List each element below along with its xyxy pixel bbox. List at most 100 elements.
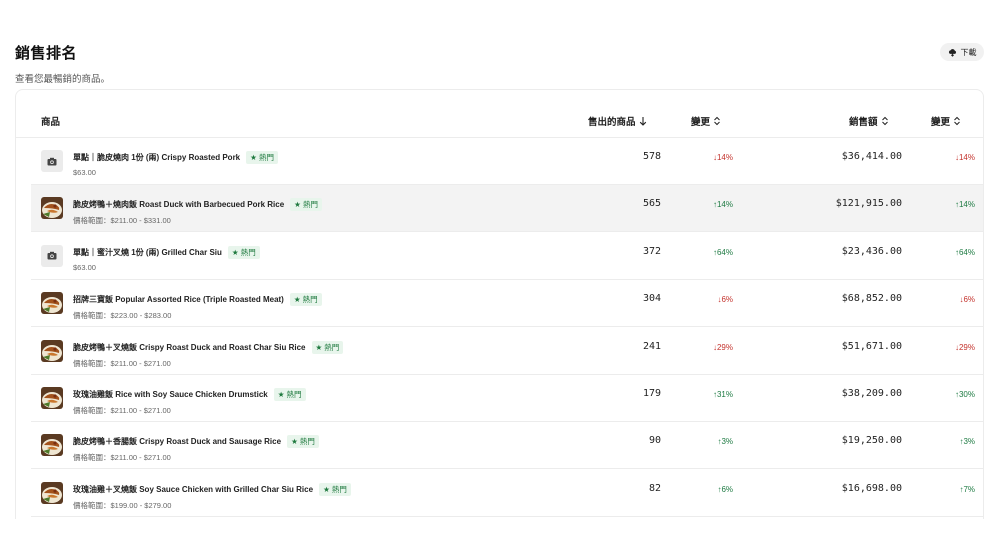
revenue-change: ↑14% (954, 200, 975, 210)
items-sold: 90 (648, 435, 661, 447)
revenue-change: ↓14% (954, 153, 975, 162)
column-header-qty[interactable]: 售出的商品 (588, 114, 647, 128)
page-subtitle: 查看您最暢銷的商品。 (15, 74, 111, 85)
revenue: $16,698.00 (841, 482, 902, 494)
column-header-product: 商品 (41, 117, 61, 128)
food-photo-icon (41, 434, 63, 457)
items-sold-change: ↑64% (712, 247, 733, 257)
product-price: 價格範圍：$211.00 - $271.00 (73, 406, 171, 415)
items-sold: 179 (642, 388, 661, 399)
product-thumbnail (41, 150, 63, 172)
product-price: $63.00 (73, 262, 96, 272)
cloud-download-icon (948, 48, 956, 57)
table-row[interactable]: 玫瑰油雞＋叉燒飯 Soy Sauce Chicken with Grilled … (31, 470, 983, 517)
product-price: 價格範圍：$211.00 - $331.00 (73, 216, 171, 226)
table-row[interactable]: 招牌三寶飯 Popular Assorted Rice (Triple Roas… (31, 280, 983, 328)
hot-badge: ★ 熱門 (311, 340, 344, 354)
revenue-change: ↑30% (954, 390, 975, 399)
revenue: $36,414.00 (841, 151, 902, 162)
table-row[interactable]: 單點｜蜜汁叉燒 1份 (兩) Grilled Char Siu ★ 熱門 $63.0… (31, 233, 983, 280)
items-sold-change: ↑6% (717, 484, 733, 494)
items-sold-change: ↑14% (712, 200, 733, 210)
product-cell: 玫瑰油雞＋叉燒飯 Soy Sauce Chicken with Grilled … (73, 482, 351, 511)
sort-toggle-icon (714, 116, 720, 126)
items-sold: 372 (642, 245, 661, 257)
table-row[interactable]: 脆皮烤鴨＋燒肉飯 Roast Duck with Barbecued Pork … (31, 185, 983, 233)
product-name[interactable]: 單點｜脆皮燒肉 1份 (兩) Crispy Roasted Pork (73, 153, 241, 162)
table-row[interactable]: 脆皮烤鴨＋叉燒飯 Crispy Roast Duck and Roast Cha… (31, 328, 983, 375)
food-photo-icon (41, 481, 63, 504)
product-price: $63.00 (73, 168, 96, 177)
revenue: $51,671.00 (841, 340, 902, 352)
product-name[interactable]: 玫瑰油雞飯 Rice with Soy Sauce Chicken Drumst… (73, 390, 268, 399)
product-thumbnail (41, 339, 63, 362)
product-name[interactable]: 脆皮烤鴨＋燒肉飯 Roast Duck with Barbecued Pork … (73, 200, 285, 210)
download-label: 下載 (960, 47, 977, 57)
sort-desc-icon (639, 117, 646, 126)
hot-badge: ★ 熱門 (290, 198, 322, 212)
column-header-qty-change[interactable]: 變更 (691, 114, 721, 128)
product-name[interactable]: 玫瑰油雞＋叉燒飯 Soy Sauce Chicken with Grilled … (73, 484, 314, 494)
items-sold: 578 (642, 151, 661, 162)
items-sold: 565 (642, 198, 661, 210)
items-sold-change: ↑3% (717, 437, 733, 447)
food-photo-icon (41, 387, 63, 409)
revenue-change: ↓6% (959, 295, 975, 305)
product-thumbnail (41, 387, 63, 409)
items-sold-change: ↓6% (717, 295, 733, 305)
camera-icon (47, 252, 57, 260)
camera-icon (47, 157, 57, 165)
product-price: 價格範圍：$211.00 - $271.00 (73, 453, 171, 463)
hot-badge: ★ 熱門 (227, 245, 260, 259)
product-cell: 單點｜脆皮燒肉 1份 (兩) Crispy Roasted Pork ★ 熱門 $6… (73, 151, 278, 177)
revenue-change: ↑64% (954, 247, 975, 257)
table-header: 商品 售出的商品 變更 銷售額 變更 (16, 90, 983, 138)
product-price: 價格範圍：$223.00 - $283.00 (73, 311, 172, 321)
revenue: $121,915.00 (835, 198, 902, 210)
revenue: $19,250.00 (841, 435, 902, 447)
table-row[interactable]: 脆皮烤鴨＋香腸飯 Crispy Roast Duck and Sausage R… (31, 422, 983, 470)
product-name[interactable]: 脆皮烤鴨＋叉燒飯 Crispy Roast Duck and Roast Cha… (73, 342, 306, 352)
items-sold: 82 (648, 482, 661, 494)
product-name[interactable]: 脆皮烤鴨＋香腸飯 Crispy Roast Duck and Sausage R… (73, 437, 282, 447)
page-title: 銷售排名 (15, 45, 78, 62)
product-thumbnail (41, 244, 63, 267)
product-name[interactable]: 單點｜蜜汁叉燒 1份 (兩) Grilled Char Siu (73, 247, 222, 257)
revenue-change: ↓29% (954, 342, 975, 352)
items-sold-change: ↑31% (712, 390, 733, 399)
page-header: 銷售排名 查看您最暢銷的商品。 (15, 42, 110, 85)
items-sold: 241 (642, 340, 661, 352)
product-price: 價格範圍：$199.00 - $279.00 (73, 500, 172, 510)
product-cell: 脆皮烤鴨＋叉燒飯 Crispy Roast Duck and Roast Cha… (73, 340, 344, 369)
hot-badge: ★ 熱門 (289, 293, 322, 307)
download-button[interactable]: 下載 (940, 43, 984, 61)
hot-badge: ★ 熱門 (319, 482, 351, 496)
product-thumbnail (41, 481, 63, 504)
food-photo-icon (41, 292, 63, 315)
column-header-revenue-change[interactable]: 變更 (931, 114, 961, 128)
revenue: $23,436.00 (841, 245, 902, 257)
product-cell: 單點｜蜜汁叉燒 1份 (兩) Grilled Char Siu ★ 熱門 $63.0… (73, 245, 260, 272)
product-thumbnail (41, 292, 63, 315)
items-sold-change: ↓29% (712, 342, 733, 352)
hot-badge: ★ 熱門 (273, 388, 306, 401)
table-row[interactable]: 玫瑰油雞飯 Rice with Soy Sauce Chicken Drumst… (31, 375, 983, 422)
product-cell: 招牌三寶飯 Popular Assorted Rice (Triple Roas… (73, 293, 322, 321)
table-row[interactable]: 單點｜脆皮燒肉 1份 (兩) Crispy Roasted Pork ★ 熱門 $6… (31, 138, 983, 185)
column-header-revenue[interactable]: 銷售額 (849, 114, 889, 128)
sort-toggle-icon (954, 116, 960, 126)
hot-badge: ★ 熱門 (287, 435, 319, 449)
product-thumbnail (41, 434, 63, 457)
revenue-change: ↑3% (959, 437, 975, 447)
product-cell: 玫瑰油雞飯 Rice with Soy Sauce Chicken Drumst… (73, 388, 306, 416)
product-name[interactable]: 招牌三寶飯 Popular Assorted Rice (Triple Roas… (73, 295, 284, 305)
sort-toggle-icon (881, 116, 888, 126)
product-cell: 脆皮烤鴨＋香腸飯 Crispy Roast Duck and Sausage R… (73, 435, 319, 463)
product-cell: 脆皮烤鴨＋燒肉飯 Roast Duck with Barbecued Pork … (73, 198, 322, 226)
hot-badge: ★ 熱門 (246, 151, 278, 164)
product-price: 價格範圍：$211.00 - $271.00 (73, 358, 171, 368)
sales-ranking-table: 商品 售出的商品 變更 銷售額 變更 單點｜脆皮燒肉 1份 (兩) Crispy… (15, 89, 984, 519)
food-photo-icon (41, 339, 63, 362)
items-sold: 304 (642, 293, 661, 305)
product-thumbnail (41, 197, 63, 220)
